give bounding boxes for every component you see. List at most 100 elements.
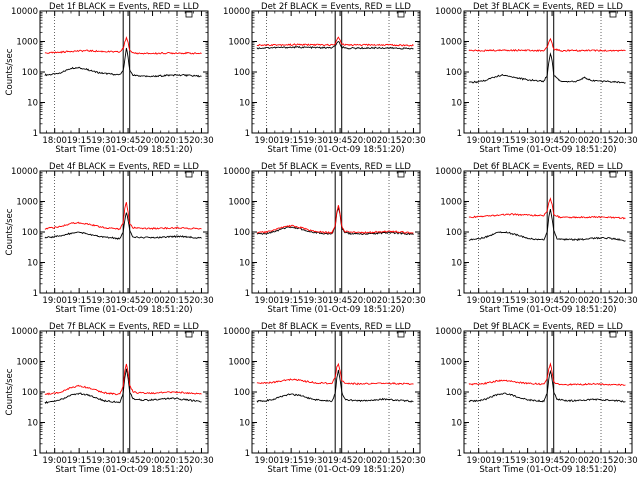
detector-panel: Det 4f BLACK = Events, RED = LLD 1 10 100 10… (5, 162, 214, 315)
y-tick-label: 1 (245, 289, 250, 299)
legend-box (185, 11, 193, 18)
panel-title: Det 7f BLACK = Events, RED = LLD (49, 322, 199, 332)
y-tick-label: 10000 (435, 327, 462, 337)
x-tick-label: 19:15 (279, 136, 304, 146)
y-tick-label: 10000 (223, 327, 250, 337)
x-tick-label: 19:45 (116, 456, 141, 466)
y-tick-label: 10 (239, 99, 250, 109)
x-tick-label: 20:30 (613, 456, 638, 466)
y-tick-label: 1000 (440, 38, 462, 48)
x-axis-label: Start Time (01-Oct-09 18:51:20) (55, 145, 192, 155)
y-tick-label: 10 (239, 259, 250, 269)
y-tick-label: 1000 (16, 38, 38, 48)
y-tick-label: 100 (446, 228, 462, 238)
x-tick-label: 19:30 (91, 456, 116, 466)
x-tick-label: 20:30 (613, 296, 638, 306)
x-tick-label: 20:00 (564, 296, 589, 306)
x-tick-label: 20:15 (165, 296, 190, 306)
x-tick-label: 19:15 (67, 136, 92, 146)
x-axis-label: Start Time (01-Oct-09 18:51:20) (267, 305, 404, 315)
x-axis-label: Start Time (01-Oct-09 18:51:20) (479, 305, 616, 315)
y-tick-label: 10000 (11, 167, 38, 177)
x-tick-label: 19:30 (303, 136, 328, 146)
x-tick-label: 20:30 (613, 136, 638, 146)
x-tick-label: 19:15 (491, 296, 516, 306)
x-tick-label: 20:15 (165, 456, 190, 466)
x-tick-label: 20:00 (564, 136, 589, 146)
x-tick-label: 20:00 (140, 296, 165, 306)
x-tick-label: 19:45 (540, 296, 565, 306)
detector-panel: Det 9f BLACK = Events, RED = LLD 1 10 100 10… (435, 322, 638, 475)
x-axis-label: Start Time (01-Oct-09 18:51:20) (55, 465, 192, 475)
panel-title: Det 2f BLACK = Events, RED = LLD (261, 2, 411, 12)
lld-series-line (468, 362, 626, 387)
panel-title: Det 4f BLACK = Events, RED = LLD (49, 162, 199, 172)
x-tick-label: 18:00 (42, 136, 67, 146)
y-tick-label: 1 (457, 289, 462, 299)
y-tick-label: 1 (33, 289, 38, 299)
x-tick-label: 20:00 (140, 456, 165, 466)
panel-title: Det 9f BLACK = Events, RED = LLD (473, 322, 623, 332)
x-axis-label: Start Time (01-Oct-09 18:51:20) (55, 305, 192, 315)
y-tick-label: 100 (234, 228, 250, 238)
y-tick-label: 10000 (435, 167, 462, 177)
panel-title: Det 5f BLACK = Events, RED = LLD (261, 162, 411, 172)
x-tick-label: 19:00 (42, 456, 67, 466)
events-series-line (468, 52, 626, 84)
legend-box (397, 171, 405, 178)
x-tick-label: 20:15 (589, 136, 614, 146)
y-tick-label: 10000 (223, 167, 250, 177)
lld-series-line (256, 362, 414, 386)
legend-box (397, 11, 405, 18)
events-series-line (44, 47, 202, 78)
y-tick-label: 100 (446, 68, 462, 78)
x-tick-label: 20:30 (401, 456, 426, 466)
panel-title: Det 8f BLACK = Events, RED = LLD (261, 322, 411, 332)
x-tick-label: 19:00 (254, 456, 279, 466)
y-tick-label: 1 (457, 449, 462, 459)
y-axis-label: Counts/sec (5, 48, 15, 95)
y-axis-label: Counts/sec (5, 368, 15, 415)
detector-panel: Det 2f BLACK = Events, RED = LLD 1 10 100 10… (223, 2, 426, 155)
x-tick-label: 19:00 (254, 296, 279, 306)
y-tick-label: 100 (22, 68, 38, 78)
detector-panel: Det 1f BLACK = Events, RED = LLD 1 10 100 10… (5, 2, 214, 155)
x-tick-label: 19:15 (67, 296, 92, 306)
events-series-line (44, 212, 202, 240)
y-tick-label: 10 (27, 259, 38, 269)
x-tick-label: 20:00 (352, 296, 377, 306)
x-tick-label: 20:15 (589, 456, 614, 466)
x-tick-label: 19:45 (116, 296, 141, 306)
x-tick-label: 20:00 (352, 136, 377, 146)
x-tick-label: 19:30 (515, 296, 540, 306)
legend-box (609, 331, 617, 338)
x-tick-label: 19:00 (466, 456, 491, 466)
x-tick-label: 19:15 (279, 296, 304, 306)
x-tick-label: 20:15 (589, 296, 614, 306)
y-tick-label: 10 (27, 99, 38, 109)
y-tick-label: 100 (234, 388, 250, 398)
lld-series-line (256, 36, 414, 47)
x-tick-label: 19:00 (466, 296, 491, 306)
y-tick-label: 100 (22, 388, 38, 398)
x-tick-label: 20:30 (189, 136, 214, 146)
legend-box (609, 11, 617, 18)
y-tick-label: 10 (27, 419, 38, 429)
events-series-line (256, 40, 414, 50)
x-tick-label: 19:00 (466, 136, 491, 146)
legend-box (397, 331, 405, 338)
lld-series-line (468, 37, 626, 52)
lld-series-line (256, 205, 414, 235)
x-tick-label: 20:15 (165, 136, 190, 146)
x-tick-label: 19:15 (279, 456, 304, 466)
y-axis-label: Counts/sec (5, 208, 15, 255)
y-tick-label: 10000 (223, 7, 250, 17)
x-axis-label: Start Time (01-Oct-09 18:51:20) (479, 145, 616, 155)
detector-panel: Det 5f BLACK = Events, RED = LLD 1 10 100 10… (223, 162, 426, 315)
y-tick-label: 1000 (16, 358, 38, 368)
y-tick-label: 10 (451, 99, 462, 109)
y-tick-label: 100 (22, 228, 38, 238)
x-tick-label: 19:30 (515, 456, 540, 466)
x-tick-label: 20:00 (140, 136, 165, 146)
